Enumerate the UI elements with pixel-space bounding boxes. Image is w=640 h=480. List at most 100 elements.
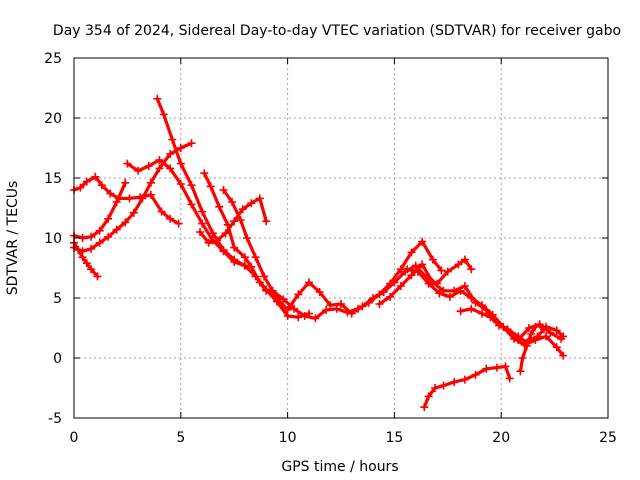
data-point-plus-marker <box>326 301 335 310</box>
data-point-plus-marker <box>456 307 465 316</box>
data-point-plus-marker <box>477 309 486 318</box>
data-point-plus-marker <box>522 342 531 350</box>
data-point-plus-marker <box>204 238 213 247</box>
series-trace <box>405 267 565 358</box>
data-point-plus-marker <box>221 229 230 238</box>
data-point-plus-marker <box>247 262 256 271</box>
data-point-plus-marker <box>450 378 459 386</box>
data-point-plus-marker <box>230 243 239 252</box>
data-point-plus-marker <box>418 260 427 269</box>
series-trace <box>72 141 194 253</box>
data-point-plus-marker <box>174 219 183 228</box>
data-point-plus-marker <box>516 367 525 376</box>
data-point-plus-marker <box>456 286 465 295</box>
data-point-plus-marker <box>187 200 196 209</box>
data-point-plus-marker <box>396 282 405 290</box>
data-point-plus-marker <box>262 217 271 226</box>
x-axis-label: GPS time / hours <box>281 459 398 475</box>
data-point-plus-marker <box>129 208 138 217</box>
data-point-plus-marker <box>559 351 568 360</box>
data-point-plus-marker <box>418 237 427 246</box>
data-point-plus-marker <box>166 164 175 173</box>
y-axis-label: SDTVAR / TECUs <box>5 181 21 296</box>
data-point-plus-marker <box>471 370 480 379</box>
data-point-plus-marker <box>228 198 237 206</box>
x-tick-label: 20 <box>492 430 510 446</box>
data-point-plus-marker <box>157 207 166 216</box>
data-point-plus-marker <box>153 94 162 103</box>
data-point-plus-marker <box>347 309 356 318</box>
y-tick-label: 20 <box>44 111 62 127</box>
data-point-plus-marker <box>255 278 264 287</box>
data-point-plus-marker <box>97 181 106 190</box>
series-15 <box>420 362 514 412</box>
data-point-plus-marker <box>176 180 185 188</box>
data-point-plus-marker <box>467 265 476 274</box>
data-point-plus-marker <box>187 181 196 190</box>
data-point-plus-marker <box>467 304 476 313</box>
data-point-plus-marker <box>87 265 96 274</box>
data-point-plus-marker <box>230 255 239 264</box>
data-point-plus-marker <box>505 374 514 383</box>
data-point-plus-marker <box>76 183 85 192</box>
data-point-plus-marker <box>121 178 130 187</box>
data-point-plus-marker <box>95 226 104 235</box>
data-point-plus-marker <box>187 139 196 148</box>
data-point-plus-marker <box>443 267 452 276</box>
data-point-plus-marker <box>213 236 222 245</box>
data-point-plus-marker <box>501 362 510 371</box>
data-point-plus-marker <box>524 324 533 332</box>
data-point-plus-marker <box>146 178 155 187</box>
data-point-plus-marker <box>533 332 542 341</box>
data-point-plus-marker <box>542 332 551 341</box>
data-point-plus-marker <box>467 294 476 302</box>
data-point-plus-marker <box>428 278 437 287</box>
data-point-plus-marker <box>146 190 155 199</box>
data-point-plus-marker <box>294 313 303 322</box>
data-point-plus-marker <box>337 300 345 308</box>
data-point-plus-marker <box>332 304 341 313</box>
data-point-plus-marker <box>198 207 207 216</box>
series-14 <box>516 320 548 376</box>
y-tick-label: -5 <box>48 411 62 427</box>
grid <box>74 58 608 418</box>
data-point-plus-marker <box>531 322 540 331</box>
data-point-plus-marker <box>260 272 269 281</box>
data-point-plus-marker <box>311 314 320 323</box>
data-point-plus-marker <box>413 267 422 276</box>
data-point-plus-marker <box>358 302 367 311</box>
data-point-plus-marker <box>238 205 247 214</box>
data-point-plus-marker <box>527 330 536 338</box>
data-point-plus-marker <box>369 294 378 302</box>
data-point-plus-marker <box>552 326 561 335</box>
data-point-plus-marker <box>155 156 164 164</box>
data-point-plus-marker <box>460 255 469 264</box>
data-point-plus-marker <box>255 194 264 203</box>
x-tick-label: 0 <box>70 430 79 446</box>
data-point-plus-marker <box>477 301 486 310</box>
data-point-plus-marker <box>460 282 469 290</box>
data-point-plus-marker <box>166 214 175 223</box>
data-point-plus-marker <box>518 354 527 362</box>
data-point-plus-marker <box>247 199 256 208</box>
series-4 <box>70 139 196 256</box>
y-tick-label: 0 <box>53 351 62 367</box>
data-point-plus-marker <box>283 306 292 314</box>
data-point-plus-marker <box>268 286 277 295</box>
data-point-plus-marker <box>300 312 309 320</box>
data-point-plus-marker <box>304 278 313 287</box>
data-point-plus-marker <box>546 328 555 337</box>
x-tick-label: 10 <box>279 430 297 446</box>
data-point-plus-marker <box>78 247 87 256</box>
data-point-plus-marker <box>424 279 433 288</box>
data-point-plus-marker <box>375 300 384 308</box>
data-point-plus-marker <box>208 229 217 238</box>
data-point-plus-marker <box>315 288 324 296</box>
data-point-plus-marker <box>112 225 121 234</box>
data-point-plus-marker <box>379 288 388 296</box>
data-point-plus-marker <box>106 189 115 198</box>
data-point-plus-marker <box>112 198 121 206</box>
y-tick-label: 25 <box>44 51 62 67</box>
y-tick-label: 15 <box>44 171 62 187</box>
